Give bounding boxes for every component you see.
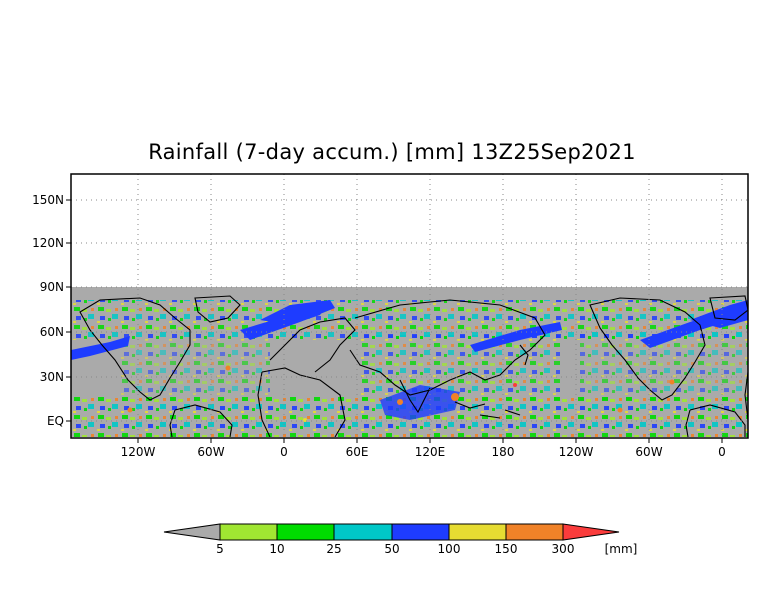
lat-label-120n: 120N [32, 236, 64, 250]
lon-label-180: 180 [491, 445, 515, 459]
lon-label-120w-east: 120W [558, 445, 594, 459]
lat-label-30n: 30N [39, 370, 64, 384]
colorbar-label-100: 100 [437, 542, 461, 556]
lat-label-150n: 150N [32, 193, 64, 207]
lat-label-eq: EQ [46, 414, 64, 428]
colorbar-swatch-2 [276, 523, 335, 541]
colorbar-swatch-1 [219, 523, 278, 541]
colorbar-label-50: 50 [384, 542, 400, 556]
colorbar [163, 523, 620, 541]
colorbar-label-5: 5 [216, 542, 224, 556]
lat-label-90n: 90N [39, 280, 64, 294]
colorbar-label-10: 10 [269, 542, 285, 556]
lon-label-120w: 120W [120, 445, 156, 459]
colorbar-under-triangle [163, 523, 221, 541]
colorbar-swatch-4 [391, 523, 450, 541]
lat-label-60n: 60N [39, 325, 64, 339]
lon-label-60w: 60W [197, 445, 225, 459]
colorbar-swatch-5 [448, 523, 507, 541]
colorbar-swatch-6 [505, 523, 564, 541]
colorbar-label-25: 25 [326, 542, 342, 556]
map-frame [70, 173, 749, 439]
lon-label-60w-east: 60W [635, 445, 663, 459]
colorbar-swatch-3 [333, 523, 393, 541]
lon-label-0-east: 0 [718, 445, 726, 459]
lon-label-60e: 60E [345, 445, 369, 459]
colorbar-label-150: 150 [494, 542, 518, 556]
colorbar-over-triangle [562, 523, 620, 541]
colorbar-unit: [mm] [604, 542, 638, 556]
map-gridlines [71, 174, 748, 438]
rainfall-field [71, 287, 748, 437]
map-title: Rainfall (7-day accum.) [mm] 13Z25Sep202… [148, 140, 636, 164]
lon-label-0: 0 [280, 445, 288, 459]
lon-label-120e: 120E [414, 445, 446, 459]
colorbar-label-300: 300 [551, 542, 575, 556]
axis-ticks [66, 199, 723, 443]
